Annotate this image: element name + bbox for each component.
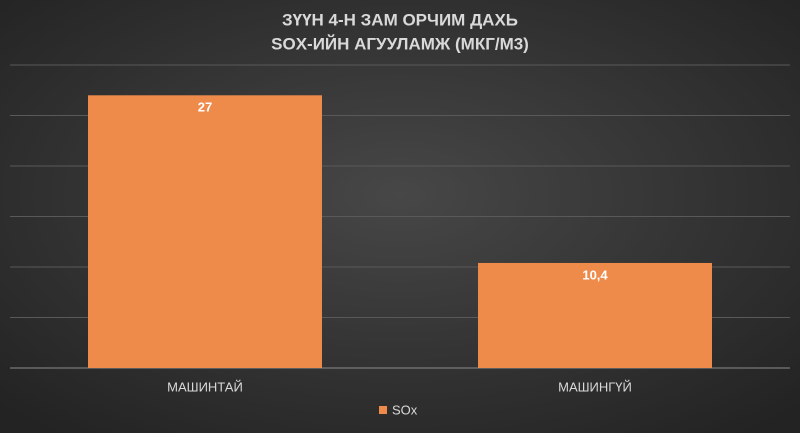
data-label: 27: [198, 100, 212, 115]
bar: [478, 262, 712, 368]
x-tick-label: МАШИНТАЙ: [167, 379, 243, 394]
data-label: 10,4: [582, 267, 608, 282]
legend-label: SOx: [392, 402, 418, 417]
chart-title: SOX-ИЙН АГУУЛАМЖ (МКГ/М3): [271, 34, 529, 53]
chart-title: ЗҮҮН 4-Н ЗАМ ОРЧИМ ДАХЬ: [282, 10, 518, 29]
legend-swatch: [379, 406, 387, 414]
bar: [88, 95, 322, 369]
x-tick-label: МАШИНГҮЙ: [558, 379, 632, 394]
